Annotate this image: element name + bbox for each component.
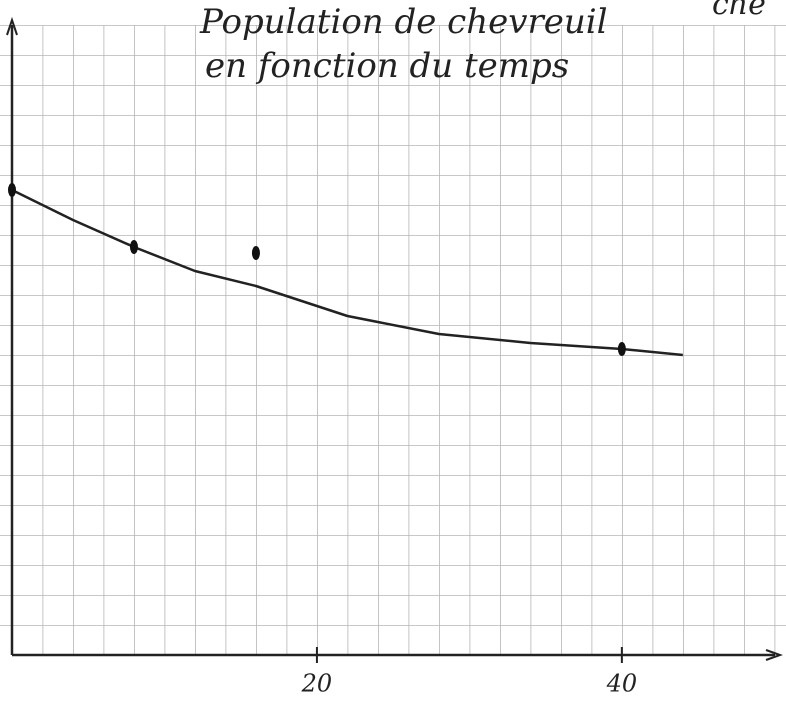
chart-title: Population de chevreuil xyxy=(199,2,607,42)
grid-paper xyxy=(0,25,786,655)
data-point xyxy=(129,240,138,254)
x-arrow xyxy=(765,649,783,661)
y-arrow xyxy=(6,16,18,36)
x-tick-label: 20 xyxy=(301,670,333,698)
data-point xyxy=(617,342,626,356)
data-line xyxy=(11,188,683,357)
data-point xyxy=(8,183,16,197)
x-tick-label: 40 xyxy=(606,670,638,698)
annotation: che xyxy=(712,0,766,22)
chart-title: en fonction du temps xyxy=(205,46,569,86)
data-point xyxy=(251,246,260,260)
